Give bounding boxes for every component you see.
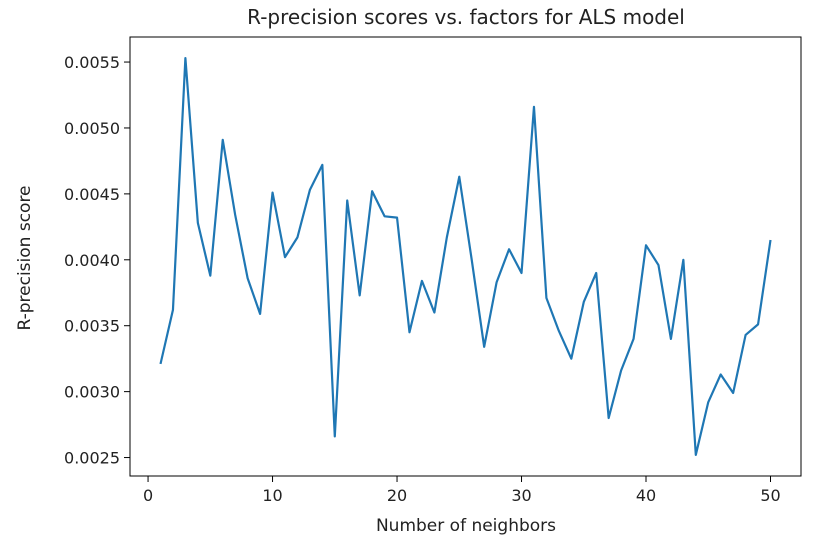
x-tick-label: 0: [143, 486, 153, 505]
x-tick-label: 30: [511, 486, 531, 505]
y-tick-label: 0.0055: [64, 53, 120, 72]
y-tick-label: 0.0025: [64, 449, 120, 468]
x-tick-label: 40: [636, 486, 656, 505]
y-tick-label: 0.0050: [64, 119, 120, 138]
x-tick-label: 20: [387, 486, 407, 505]
y-tick-label: 0.0030: [64, 383, 120, 402]
series-line-0: [159, 56, 772, 457]
y-tick-label: 0.0045: [64, 185, 120, 204]
x-tick-label: 10: [262, 486, 282, 505]
plot-area: 0 10 20 30 40 50 0.0025 0.0030 0.0035 0.0040 0.004…: [64, 36, 802, 505]
y-axis-label: R-precision score: [15, 185, 35, 330]
plot-frame: [129, 36, 802, 477]
x-axis-label: Number of neighbors: [376, 516, 556, 536]
chart-title: R-precision scores vs. factors for ALS m…: [247, 5, 685, 29]
y-tick-label: 0.0035: [64, 317, 120, 336]
x-tick-label: 50: [760, 486, 780, 505]
y-tick-label: 0.0040: [64, 251, 120, 270]
